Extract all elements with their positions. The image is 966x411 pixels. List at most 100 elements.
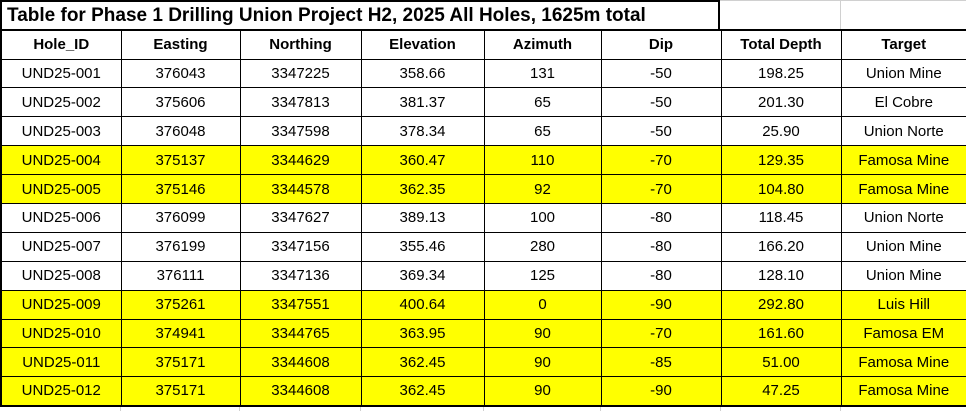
cell-target[interactable]: Famosa Mine xyxy=(840,376,966,407)
cell-azimuth[interactable]: 131 xyxy=(483,58,602,89)
cell-northing[interactable]: 3344608 xyxy=(239,347,362,378)
cell-dip[interactable]: -80 xyxy=(600,260,722,291)
cell-azimuth[interactable]: 0 xyxy=(483,289,602,320)
column-header-easting[interactable]: Easting xyxy=(120,29,241,60)
cell-hole_id[interactable]: UND25-002 xyxy=(0,87,122,118)
cell-hole_id[interactable]: UND25-010 xyxy=(0,318,122,349)
cell-target[interactable]: Famosa Mine xyxy=(840,347,966,378)
cell-elevation[interactable]: 381.37 xyxy=(360,87,485,118)
cell-total_depth[interactable]: 104.80 xyxy=(720,174,842,204)
cell-total_depth[interactable]: 292.80 xyxy=(720,289,842,320)
table-title-cell[interactable]: Table for Phase 1 Drilling Union Project… xyxy=(0,0,720,29)
cell-total_depth[interactable]: 161.60 xyxy=(720,318,842,349)
cell-easting[interactable]: 375146 xyxy=(120,174,241,204)
cell-target[interactable]: Famosa Mine xyxy=(840,174,966,204)
cell-azimuth[interactable]: 280 xyxy=(483,231,602,262)
cell-total_depth[interactable]: 198.25 xyxy=(720,58,842,89)
cell-elevation[interactable]: 355.46 xyxy=(360,231,485,262)
cell-target[interactable]: Union Mine xyxy=(840,260,966,291)
cell-elevation[interactable]: 360.47 xyxy=(360,145,485,176)
cell-total_depth[interactable]: 25.90 xyxy=(720,116,842,147)
cell-northing[interactable]: 3344629 xyxy=(239,145,362,176)
cell-target[interactable]: Union Norte xyxy=(840,116,966,147)
cell-azimuth[interactable]: 90 xyxy=(483,318,602,349)
cell-total_depth[interactable]: 51.00 xyxy=(720,347,842,378)
cell-easting[interactable]: 376099 xyxy=(120,202,241,233)
cell-northing[interactable]: 3347551 xyxy=(239,289,362,320)
cell-easting[interactable]: 375261 xyxy=(120,289,241,320)
column-header-elevation[interactable]: Elevation xyxy=(360,29,485,60)
cell-dip[interactable]: -80 xyxy=(600,202,722,233)
cell-azimuth[interactable]: 110 xyxy=(483,145,602,176)
cell-elevation[interactable]: 358.66 xyxy=(360,58,485,89)
cell-elevation[interactable]: 362.45 xyxy=(360,376,485,407)
cell-easting[interactable]: 375171 xyxy=(120,347,241,378)
empty-cells-region[interactable] xyxy=(720,0,966,29)
cell-elevation[interactable]: 389.13 xyxy=(360,202,485,233)
cell-northing[interactable]: 3344578 xyxy=(239,174,362,204)
cell-azimuth[interactable]: 125 xyxy=(483,260,602,291)
cell-northing[interactable]: 3344765 xyxy=(239,318,362,349)
cell-northing[interactable]: 3347156 xyxy=(239,231,362,262)
cell-hole_id[interactable]: UND25-005 xyxy=(0,174,122,204)
cell-easting[interactable]: 375137 xyxy=(120,145,241,176)
cell-elevation[interactable]: 378.34 xyxy=(360,116,485,147)
cell-total_depth[interactable]: 118.45 xyxy=(720,202,842,233)
cell-target[interactable]: Famosa Mine xyxy=(840,145,966,176)
cell-northing[interactable]: 3347813 xyxy=(239,87,362,118)
cell-dip[interactable]: -70 xyxy=(600,145,722,176)
cell-hole_id[interactable]: UND25-003 xyxy=(0,116,122,147)
cell-total_depth[interactable]: 201.30 xyxy=(720,87,842,118)
cell-elevation[interactable]: 363.95 xyxy=(360,318,485,349)
cell-hole_id[interactable]: UND25-012 xyxy=(0,376,122,407)
cell-target[interactable]: Union Mine xyxy=(840,58,966,89)
cell-elevation[interactable]: 369.34 xyxy=(360,260,485,291)
column-header-azimuth[interactable]: Azimuth xyxy=(483,29,602,60)
cell-northing[interactable]: 3347225 xyxy=(239,58,362,89)
cell-target[interactable]: Famosa EM xyxy=(840,318,966,349)
cell-dip[interactable]: -50 xyxy=(600,87,722,118)
cell-target[interactable]: El Cobre xyxy=(840,87,966,118)
cell-target[interactable]: Union Norte xyxy=(840,202,966,233)
column-header-hole_id[interactable]: Hole_ID xyxy=(0,29,122,60)
cell-hole_id[interactable]: UND25-007 xyxy=(0,231,122,262)
cell-easting[interactable]: 376048 xyxy=(120,116,241,147)
cell-azimuth[interactable]: 65 xyxy=(483,87,602,118)
cell-dip[interactable]: -85 xyxy=(600,347,722,378)
column-header-total_depth[interactable]: Total Depth xyxy=(720,29,842,60)
cell-dip[interactable]: -50 xyxy=(600,58,722,89)
cell-dip[interactable]: -70 xyxy=(600,318,722,349)
cell-easting[interactable]: 375171 xyxy=(120,376,241,407)
cell-easting[interactable]: 376043 xyxy=(120,58,241,89)
cell-elevation[interactable]: 400.64 xyxy=(360,289,485,320)
cell-hole_id[interactable]: UND25-008 xyxy=(0,260,122,291)
column-header-target[interactable]: Target xyxy=(840,29,966,60)
cell-easting[interactable]: 374941 xyxy=(120,318,241,349)
cell-total_depth[interactable]: 129.35 xyxy=(720,145,842,176)
cell-dip[interactable]: -70 xyxy=(600,174,722,204)
cell-azimuth[interactable]: 100 xyxy=(483,202,602,233)
cell-easting[interactable]: 376199 xyxy=(120,231,241,262)
cell-easting[interactable]: 375606 xyxy=(120,87,241,118)
cell-azimuth[interactable]: 90 xyxy=(483,347,602,378)
cell-hole_id[interactable]: UND25-001 xyxy=(0,58,122,89)
cell-dip[interactable]: -90 xyxy=(600,376,722,407)
column-header-northing[interactable]: Northing xyxy=(239,29,362,60)
cell-target[interactable]: Luis Hill xyxy=(840,289,966,320)
cell-hole_id[interactable]: UND25-011 xyxy=(0,347,122,378)
cell-dip[interactable]: -80 xyxy=(600,231,722,262)
cell-azimuth[interactable]: 65 xyxy=(483,116,602,147)
cell-dip[interactable]: -50 xyxy=(600,116,722,147)
cell-dip[interactable]: -90 xyxy=(600,289,722,320)
cell-total_depth[interactable]: 47.25 xyxy=(720,376,842,407)
cell-target[interactable]: Union Mine xyxy=(840,231,966,262)
cell-hole_id[interactable]: UND25-006 xyxy=(0,202,122,233)
cell-hole_id[interactable]: UND25-009 xyxy=(0,289,122,320)
cell-total_depth[interactable]: 166.20 xyxy=(720,231,842,262)
cell-total_depth[interactable]: 128.10 xyxy=(720,260,842,291)
cell-azimuth[interactable]: 92 xyxy=(483,174,602,204)
cell-hole_id[interactable]: UND25-004 xyxy=(0,145,122,176)
cell-elevation[interactable]: 362.45 xyxy=(360,347,485,378)
column-header-dip[interactable]: Dip xyxy=(600,29,722,60)
cell-easting[interactable]: 376111 xyxy=(120,260,241,291)
